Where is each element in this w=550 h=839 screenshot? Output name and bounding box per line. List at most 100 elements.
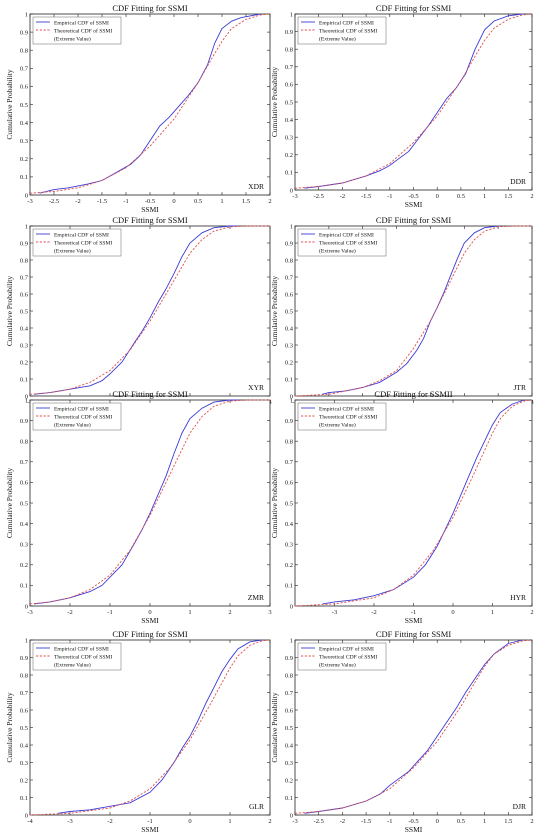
legend-box bbox=[297, 16, 387, 45]
y-tick-label: 0.3 bbox=[20, 542, 28, 549]
legend-entry: (Extreme Value) bbox=[319, 662, 356, 669]
x-tick-label: -3 bbox=[67, 818, 72, 825]
y-tick-label: 0.6 bbox=[20, 84, 29, 91]
legend-entry: Empirical CDF of SSMI bbox=[319, 646, 374, 653]
y-tick-label: 0.4 bbox=[285, 742, 294, 749]
x-tick-label: 2 bbox=[268, 198, 271, 205]
y-tick-label: 0.3 bbox=[285, 760, 293, 767]
x-tick-label: -2.5 bbox=[314, 818, 324, 825]
chart-title: CDF Fitting for SSMI bbox=[376, 215, 452, 225]
y-tick-label: 0.9 bbox=[285, 29, 293, 36]
y-tick-label: 1 bbox=[25, 397, 28, 404]
station-label: DJR bbox=[513, 802, 526, 811]
y-tick-label: 0.7 bbox=[20, 274, 29, 281]
y-tick-label: 0.2 bbox=[285, 152, 293, 159]
x-tick-label: 1.5 bbox=[504, 818, 512, 825]
theoretical-cdf-line bbox=[294, 399, 533, 607]
legend-entry: Empirical CDF of SSMI bbox=[319, 406, 374, 413]
legend-box bbox=[297, 642, 387, 671]
y-tick-label: 0.4 bbox=[285, 325, 294, 332]
y-tick-label: 0.2 bbox=[20, 359, 28, 366]
y-tick-label: 0.4 bbox=[285, 117, 294, 124]
chart-title: CDF Fitting for SSMI bbox=[376, 3, 452, 13]
x-tick-label: -2 bbox=[371, 609, 376, 616]
y-tick-label: 0 bbox=[25, 812, 28, 819]
chart-title: CDF Fitting for SSMI bbox=[112, 215, 188, 225]
legend-entry: Empirical CDF of SSMI bbox=[54, 20, 109, 27]
y-tick-label: 0 bbox=[25, 603, 28, 610]
x-tick-label: -1 bbox=[387, 193, 392, 200]
x-tick-label: -3 bbox=[292, 193, 297, 200]
station-label: ZMR bbox=[248, 593, 264, 602]
x-tick-label: 0.5 bbox=[457, 818, 465, 825]
legend-entry: (Extreme Value) bbox=[319, 248, 356, 255]
legend-box bbox=[32, 402, 122, 431]
y-axis-label: Cumulative Probability bbox=[5, 468, 14, 538]
chart-title: CDF Fitting for SSMI bbox=[112, 629, 188, 639]
x-tick-label: -3 bbox=[27, 198, 32, 205]
y-tick-label: 0.1 bbox=[20, 795, 28, 802]
x-tick-label: 0 bbox=[172, 198, 175, 205]
y-tick-label: 0.9 bbox=[20, 240, 28, 247]
y-tick-label: 0.6 bbox=[20, 480, 29, 487]
x-tick-label: -1 bbox=[147, 818, 152, 825]
chart-title: CDF Fitting for SSMI bbox=[112, 3, 188, 13]
y-tick-label: 0.7 bbox=[285, 690, 294, 697]
x-axis-label: SSMI bbox=[141, 616, 159, 625]
y-tick-label: 0.9 bbox=[20, 418, 28, 425]
x-tick-label: 0 bbox=[436, 193, 439, 200]
chart-panel-ddr: CDF Fitting for SSMI -3 -2.5 -2 -1.5 -1 -0.5 0 0… bbox=[270, 3, 534, 209]
y-tick-label: 0.2 bbox=[20, 777, 28, 784]
legend-entry: (Extreme Value) bbox=[319, 36, 356, 43]
station-label: JTR bbox=[513, 383, 526, 392]
chart-panel-hyr: CDF Fitting for SSMII-3 -2 -1 0 1 200.10.20.3… bbox=[270, 389, 534, 625]
plot-area bbox=[29, 399, 271, 607]
y-axis-label: Cumulative Probability bbox=[5, 276, 14, 346]
x-tick-label: 1 bbox=[220, 198, 223, 205]
chart-panel-glr: CDF Fitting for SSMI -4 -3 -2 -1 0 1 2 0 0.1 0.2 0.… bbox=[5, 629, 272, 834]
empirical-cdf-line bbox=[33, 399, 238, 605]
legend-entry: Theoretical CDF of SSMI bbox=[54, 28, 112, 35]
empirical-cdf-line bbox=[39, 13, 261, 194]
y-tick-label: 0.6 bbox=[285, 480, 294, 487]
y-tick-label: 0.3 bbox=[20, 760, 28, 767]
y-tick-label: 0 bbox=[290, 187, 293, 194]
x-tick-label: -2 bbox=[67, 609, 72, 616]
x-tick-label: -2 bbox=[340, 818, 345, 825]
y-tick-label: 0.1 bbox=[285, 583, 293, 590]
chart-panel-xdr: CDF Fitting for SSMI -3 -2.5 -2 -1.5 -1 -0.5 0 0… bbox=[5, 3, 272, 214]
theoretical-cdf-line bbox=[294, 639, 533, 814]
x-tick-label: -4 bbox=[27, 818, 33, 825]
y-axis-label: Cumulative Probability bbox=[270, 67, 279, 137]
y-tick-label: 1 bbox=[25, 11, 28, 18]
legend-entry: Theoretical CDF of SSMI bbox=[319, 240, 377, 247]
y-tick-label: 0.1 bbox=[285, 795, 293, 802]
y-tick-label: 0.6 bbox=[20, 707, 29, 714]
y-tick-label: 0.6 bbox=[285, 707, 294, 714]
station-label: DDR bbox=[510, 177, 526, 186]
empirical-cdf-line bbox=[57, 639, 263, 814]
legend-box bbox=[32, 16, 122, 45]
y-tick-label: 0.7 bbox=[20, 690, 29, 697]
y-tick-label: 0.8 bbox=[20, 257, 28, 264]
x-tick-label: -1 bbox=[123, 198, 128, 205]
y-axis-label: Cumulative Probability bbox=[5, 69, 14, 139]
y-tick-label: 0.7 bbox=[20, 66, 29, 73]
station-label: HYR bbox=[510, 593, 526, 602]
y-tick-label: 0.2 bbox=[20, 156, 28, 163]
legend-entry: Theoretical CDF of SSMI bbox=[54, 240, 112, 247]
legend-entry: Theoretical CDF of SSMI bbox=[54, 654, 112, 661]
x-tick-label: 2 bbox=[530, 609, 533, 616]
legend-box bbox=[297, 228, 387, 257]
y-tick-label: 0.2 bbox=[285, 777, 293, 784]
y-tick-label: 0 bbox=[290, 603, 293, 610]
legend-entry: Empirical CDF of SSMI bbox=[54, 232, 109, 239]
empirical-cdf-line bbox=[33, 225, 238, 395]
y-tick-label: 0.9 bbox=[285, 418, 293, 425]
y-tick-label: 0.4 bbox=[20, 521, 29, 528]
chart-panel-xyr: CDF Fitting for SSMI-3-2-1012300.10.20.3… bbox=[5, 215, 272, 415]
legend-entry: (Extreme Value) bbox=[54, 36, 91, 43]
y-tick-label: 0.5 bbox=[285, 308, 293, 315]
y-axis-label: Cumulative Probability bbox=[270, 276, 279, 346]
x-axis-label: SSMI bbox=[141, 825, 159, 834]
